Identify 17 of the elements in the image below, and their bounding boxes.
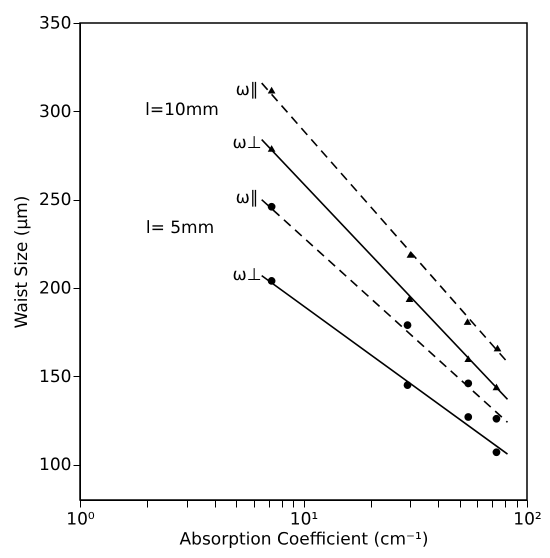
x-tick-label: 10¹ bbox=[290, 510, 318, 530]
y-axis-title: Waist Size (μm) bbox=[12, 196, 32, 328]
y-tick-label: 200 bbox=[39, 278, 72, 298]
x-axis-title: Absorption Coefficient (cm⁻¹) bbox=[180, 530, 428, 550]
annotation: l=10mm bbox=[145, 100, 219, 120]
y-tick-label: 250 bbox=[39, 190, 72, 210]
x-tick-label: 10⁰ bbox=[66, 510, 95, 530]
y-tick-label: 300 bbox=[39, 102, 72, 122]
annotation: ω⊥ bbox=[232, 265, 262, 285]
y-tick-label: 150 bbox=[39, 366, 72, 387]
x-tick-label: 10² bbox=[513, 510, 542, 530]
annotation: l= 5mm bbox=[146, 218, 214, 238]
y-tick-label: 100 bbox=[39, 455, 72, 476]
annotation: ω⊥ bbox=[232, 133, 262, 153]
annotation: ω∥ bbox=[236, 80, 258, 100]
y-tick-label: 350 bbox=[39, 14, 72, 34]
annotation: ω∥ bbox=[236, 188, 258, 208]
